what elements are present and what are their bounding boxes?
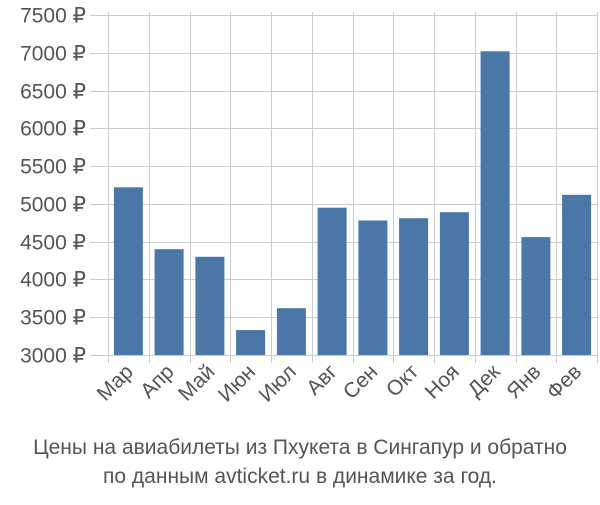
y-tick-label: 6000 ₽ bbox=[20, 118, 86, 141]
bar-1 bbox=[113, 187, 143, 355]
x-tick-label: Фев bbox=[542, 360, 586, 404]
y-tick-label: 4000 ₽ bbox=[20, 269, 86, 292]
y-tick-label: 7500 ₽ bbox=[20, 5, 86, 28]
x-tick-label: Мар bbox=[93, 360, 138, 405]
caption-line-2: по данным avticket.ru в динамике за год. bbox=[103, 465, 497, 488]
x-tick-label: Дек bbox=[464, 360, 506, 402]
y-tick-label: 3000 ₽ bbox=[20, 345, 86, 368]
bar-12 bbox=[562, 194, 592, 355]
y-tick-label: 5000 ₽ bbox=[20, 194, 86, 217]
bar-8 bbox=[399, 218, 429, 355]
bar-6 bbox=[317, 207, 347, 355]
y-tick-label: 4500 ₽ bbox=[20, 232, 86, 255]
x-tick-label: Сен bbox=[339, 360, 382, 403]
bar-layer bbox=[113, 51, 592, 356]
y-tick-label: 5500 ₽ bbox=[20, 156, 86, 179]
x-tick-label: Апр bbox=[136, 360, 178, 402]
y-tick-label: 7000 ₽ bbox=[20, 43, 86, 66]
bar-3 bbox=[195, 256, 225, 355]
bar-10 bbox=[480, 51, 510, 356]
x-tick-label: Май bbox=[174, 360, 219, 405]
grid-layer bbox=[90, 12, 598, 363]
x-tick-label: Июн bbox=[214, 360, 260, 406]
caption-line-1: Цены на авиабилеты из Пхукета в Сингапур… bbox=[33, 436, 567, 459]
bar-11 bbox=[521, 237, 551, 355]
x-tick-label: Окт bbox=[382, 360, 424, 402]
bar-7 bbox=[358, 220, 388, 355]
bar-5 bbox=[276, 308, 306, 355]
bar-9 bbox=[439, 212, 469, 355]
y-tick-label: 6500 ₽ bbox=[20, 81, 86, 104]
bar-4 bbox=[236, 330, 266, 355]
x-tick-label: Авг bbox=[302, 360, 342, 400]
y-axis-ticks: 3000 ₽ 3500 ₽ 4000 ₽ 4500 ₽ 5000 ₽ 5500 ₽ 6000… bbox=[20, 5, 86, 368]
x-tick-label: Июл bbox=[254, 360, 300, 406]
y-tick-label: 3500 ₽ bbox=[20, 307, 86, 330]
bar-2 bbox=[154, 249, 184, 355]
x-tick-label: Ноя bbox=[421, 360, 464, 403]
x-tick-label: Янв bbox=[502, 360, 545, 403]
